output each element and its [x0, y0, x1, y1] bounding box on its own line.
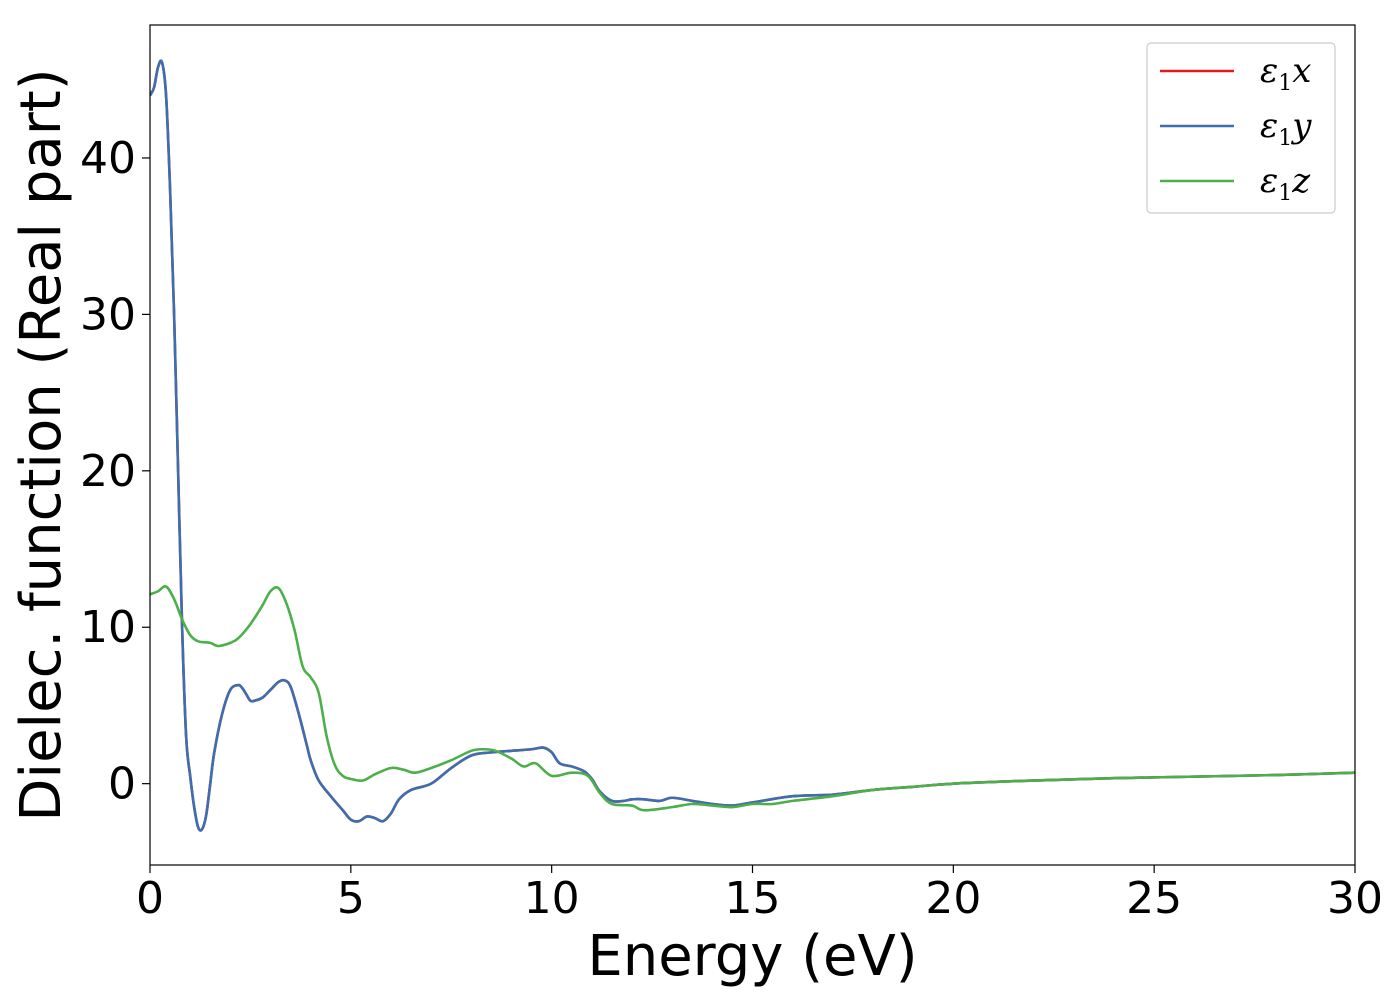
y-axis-label: Dielec. function (Real part): [9, 68, 74, 821]
y-tick-label: 20: [80, 446, 136, 497]
y-axis: 0 10 20 30 40: [80, 133, 150, 810]
x-axis: 0 5 10 15 20 25 30: [136, 865, 1383, 924]
legend-label-x: ε1x: [1260, 51, 1311, 96]
y-tick-label: 10: [80, 602, 136, 653]
x-axis-label: Energy (eV): [587, 924, 917, 989]
series-line-z: [150, 585, 1355, 812]
x-tick-label: 0: [136, 873, 164, 924]
x-tick-label: 15: [725, 873, 781, 924]
y-tick-label: 0: [108, 759, 136, 810]
x-tick-label: 25: [1126, 873, 1182, 924]
series-layer: [150, 59, 1355, 832]
x-tick-label: 20: [925, 873, 981, 924]
legend: ε1x ε1y ε1z: [1146, 42, 1336, 214]
legend-label-z: ε1z: [1260, 161, 1311, 206]
x-tick-label: 10: [524, 873, 580, 924]
series-line-y: [150, 59, 1355, 832]
x-tick-label: 5: [337, 873, 365, 924]
y-tick-label: 40: [80, 133, 136, 184]
y-tick-label: 30: [80, 289, 136, 340]
x-tick-label: 30: [1327, 873, 1383, 924]
legend-label-y: ε1y: [1260, 106, 1312, 151]
legend-box: [1146, 42, 1336, 214]
